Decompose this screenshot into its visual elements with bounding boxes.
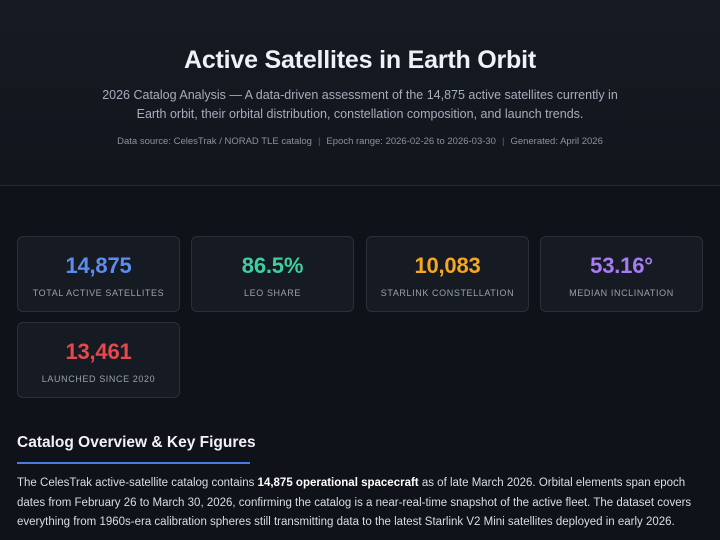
stat-label: Starlink Constellation [380, 288, 515, 298]
stat-label: Total Active Satellites [32, 288, 165, 298]
stat-value: 53.16° [590, 253, 653, 278]
overview-section: Catalog Overview & Key Figures The Celes… [17, 434, 707, 533]
meta-separator: | [317, 136, 321, 147]
paragraph-highlight: 14,875 operational spacecraft [257, 477, 419, 489]
section-heading: Catalog Overview & Key Figures [17, 434, 256, 451]
stat-value: 10,083 [414, 253, 481, 278]
page-subtitle: 2026 Catalog Analysis — A data-driven as… [102, 88, 618, 121]
stat-card-leo-share: 86.5% LEO Share [191, 236, 354, 312]
page-title: Active Satellites in Earth Orbit [183, 46, 537, 74]
stat-label: Median Inclination [569, 288, 674, 298]
paragraph-text: The CelesTrak active-satellite catalog c… [17, 477, 258, 489]
stat-card-launched-since-2020: 13,461 Launched Since 2020 [17, 322, 180, 398]
stat-card-total-active: 14,875 Total Active Satellites [17, 236, 180, 312]
stat-label: Launched Since 2020 [41, 374, 156, 384]
stat-value: 86.5% [241, 253, 304, 278]
stat-label: LEO Share [244, 288, 301, 298]
meta-line: Data source: CelesTrak / NORAD TLE catal… [0, 136, 720, 147]
meta-separator: | [501, 136, 505, 147]
report-header: Active Satellites in Earth Orbit 2026 Ca… [0, 0, 720, 186]
paragraph-text: as of late March 2026. Orbital elements … [17, 477, 692, 528]
meta-generated: Generated: April 2026 [510, 136, 603, 147]
meta-source: Data source: CelesTrak / NORAD TLE catal… [117, 136, 312, 147]
heading-underline [17, 462, 250, 464]
meta-epoch: Epoch range: 2026-02-26 to 2026-03-30 [326, 136, 496, 147]
stat-value: 13,461 [65, 339, 132, 364]
overview-paragraph: The CelesTrak active-satellite catalog c… [17, 474, 707, 533]
stat-card-starlink: 10,083 Starlink Constellation [366, 236, 529, 312]
stat-card-median-inclination: 53.16° Median Inclination [540, 236, 703, 312]
stat-value: 14,875 [65, 253, 132, 278]
